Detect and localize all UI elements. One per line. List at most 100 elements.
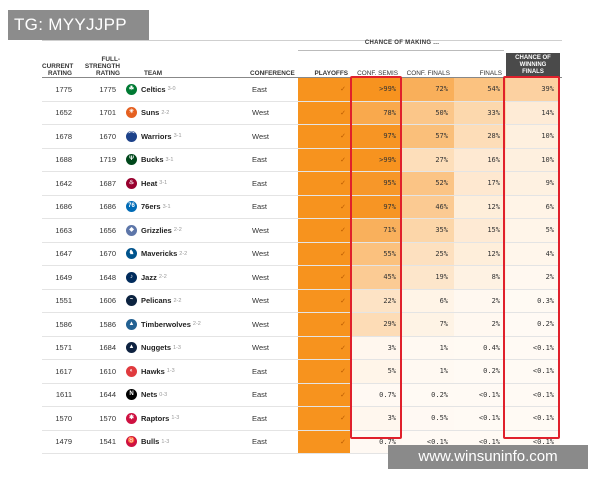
sun-icon: ☀ [126,107,137,119]
team-record: 2-2 [161,109,170,116]
team-name: Raptors [141,413,170,423]
team-name: 76ers [141,202,161,212]
team-record: 1-3 [166,368,175,375]
header-team: TEAM [144,70,163,77]
table-row: 1649 1648 ♪ Jazz 2-2 West ✓ 45% 19% 8% 2% [42,265,560,290]
team-name: Nets [141,390,158,400]
check-mark-icon: ✓ [340,133,346,141]
conference-cell: East [248,148,298,172]
team-record: 3-1 [165,156,174,163]
win-finals-cell: 0.2% [506,312,560,337]
conference-cell: West [248,336,298,360]
finals-cell: 0.4% [454,336,506,360]
team-record: 2-2 [192,321,201,328]
playoffs-cell: ✓ [298,148,350,172]
conf-semis-cell: 95% [350,171,402,196]
check-mark-icon: ✓ [340,368,346,376]
horse-icon: ♞ [126,248,137,260]
win-finals-cell: 2% [506,265,560,290]
group-header-rule [298,50,504,51]
team-cell: ▲ Nuggets 1-3 [120,336,248,360]
finals-cell: 54% [454,78,506,102]
check-mark-icon: ✓ [340,415,346,423]
current-rating-cell: 1551 [42,289,76,313]
current-rating-cell: 1479 [42,430,76,454]
table-row: 1678 1670 ⌒ Warriors 3-1 West ✓ 97% 57% 28% 10% [42,124,560,149]
conf-semis-cell: 71% [350,218,402,243]
current-rating-cell: 1678 [42,124,76,149]
header-conf-semis: CONF. SEMIS [357,70,398,77]
full-strength-rating-cell: 1670 [76,242,120,266]
highlight-conf-semis [350,76,402,439]
header-conference: CONFERENCE [250,70,295,77]
team-record: 2-2 [158,274,167,281]
playoffs-cell: ✓ [298,430,350,454]
wolf-icon: ▲ [126,318,137,330]
team-cell: ☀ Suns 2-2 [120,101,248,125]
team-record: 1-3 [171,415,180,422]
table-row: 1551 1606 ~ Pelicans 2-2 West ✓ 22% 6% 2% 0.3% [42,289,560,313]
playoffs-cell: ✓ [298,171,350,196]
full-strength-rating-cell: 1656 [76,218,120,243]
team-cell: ◐ Hawks 1-3 [120,359,248,384]
team-record: 1-3 [161,438,170,445]
conf-finals-cell: 0.2% [402,383,454,407]
current-rating-cell: 1663 [42,218,76,243]
playoffs-cell: ✓ [298,406,350,431]
hawk-icon: ◐ [126,365,137,377]
header-finals: FINALS [479,70,502,77]
header-win-line2: WINNING [519,62,547,68]
full-strength-rating-cell: 1687 [76,171,120,196]
deer-icon: Ψ [126,154,137,166]
header-conf-finals: CONF. FINALS [406,70,450,77]
finals-cell: 2% [454,312,506,337]
table-row: 1686 1686 76 76ers 3-1 East ✓ 97% 46% 12% 6% [42,195,560,219]
team-record: 2-2 [173,227,182,234]
conference-cell: East [248,406,298,431]
team-cell: ~ Pelicans 2-2 [120,289,248,313]
conference-cell: West [248,101,298,125]
table-row: 1611 1644 N Nets 0-3 East ✓ 0.7% 0.2% <0.1% <0.1% [42,383,560,407]
conf-semis-cell: 3% [350,336,402,360]
flame-icon: ♨ [126,177,137,189]
team-name: Timberwolves [141,319,191,329]
check-mark-icon: ✓ [340,227,346,235]
team-name: Bucks [141,155,164,165]
playoffs-cell: ✓ [298,289,350,313]
table-row: 1586 1586 ▲ Timberwolves 2-2 West ✓ 29% 7% 2% 0.2% [42,312,560,337]
finals-cell: 28% [454,124,506,149]
conf-semis-cell: 0.7% [350,383,402,407]
check-mark-icon: ✓ [340,321,346,329]
header-full-strength-line1: FULL- [101,56,120,63]
table-row: 1775 1775 ☘ Celtics 3-0 East ✓ >99% 72% 54% 39% [42,78,560,102]
current-rating-cell: 1688 [42,148,76,172]
current-rating-cell: 1586 [42,312,76,337]
conference-cell: East [248,430,298,454]
header-win-finals: CHANCE OF WINNING FINALS [506,53,560,77]
conf-semis-cell: 29% [350,312,402,337]
header-full-strength-line3: RATING [95,70,120,77]
standings-table: 1775 1775 ☘ Celtics 3-0 East ✓ >99% 72% 54% 39% 165… [42,78,560,454]
conf-semis-cell: 22% [350,289,402,313]
check-mark-icon: ✓ [340,274,346,282]
conference-cell: East [248,78,298,102]
win-finals-cell: <0.1% [506,359,560,384]
check-mark-icon: ✓ [340,156,346,164]
team-record: 0-3 [159,391,168,398]
header-current-rating: CURRENT RATING [42,63,73,77]
full-strength-rating-cell: 1541 [76,430,120,454]
conference-cell: West [248,124,298,149]
conference-cell: East [248,383,298,407]
team-cell: ⌒ Warriors 3-1 [120,124,248,149]
conference-cell: East [248,195,298,219]
conf-finals-cell: 52% [402,171,454,196]
check-mark-icon: ✓ [340,203,346,211]
full-strength-rating-cell: 1719 [76,148,120,172]
finals-cell: 33% [454,101,506,125]
playoffs-cell: ✓ [298,101,350,125]
table-row: 1570 1570 ✱ Raptors 1-3 East ✓ 3% 0.5% <0.1% <0.1% [42,406,560,431]
conf-semis-cell: 3% [350,406,402,431]
team-record: 3-1 [159,180,168,187]
playoffs-cell: ✓ [298,195,350,219]
conf-semis-cell: 5% [350,359,402,384]
